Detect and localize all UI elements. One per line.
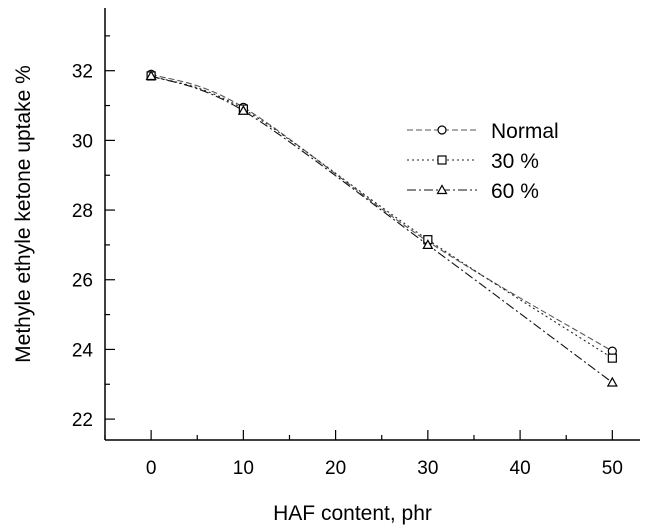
- y-tick-label: 24: [72, 340, 94, 361]
- series-line-normal: [150, 73, 613, 352]
- x-tick-label: 40: [510, 458, 531, 479]
- legend-marker-30: [437, 155, 447, 165]
- y-tick-label: 28: [72, 201, 93, 222]
- legend-marker-60: [436, 184, 448, 195]
- data-point-60: [606, 376, 618, 387]
- legend-label-normal: Normal: [491, 120, 559, 143]
- legend-label-30: 30 %: [491, 150, 539, 173]
- x-tick-label: 20: [325, 458, 346, 479]
- legend-label-60: 60 %: [491, 180, 539, 203]
- y-tick-label: 30: [72, 131, 93, 152]
- series-line-30: [150, 75, 613, 359]
- data-point-60: [145, 70, 157, 81]
- x-tick-label: 0: [146, 458, 157, 479]
- data-point-30: [607, 353, 617, 363]
- legend-marker-normal: [437, 125, 447, 135]
- y-tick-label: 22: [72, 410, 93, 431]
- x-axis-title: HAF content, phr: [273, 502, 432, 525]
- x-tick-label: 30: [417, 458, 438, 479]
- y-tick-label: 32: [72, 62, 93, 83]
- data-point-60: [237, 105, 249, 115]
- data-point-60: [422, 239, 434, 250]
- x-tick-label: 10: [233, 458, 254, 479]
- series-line-60: [150, 75, 613, 383]
- x-tick-label: 50: [602, 458, 623, 479]
- y-tick-label: 26: [72, 271, 93, 292]
- y-axis-title: Methyle ethyle ketone uptake %: [12, 65, 35, 363]
